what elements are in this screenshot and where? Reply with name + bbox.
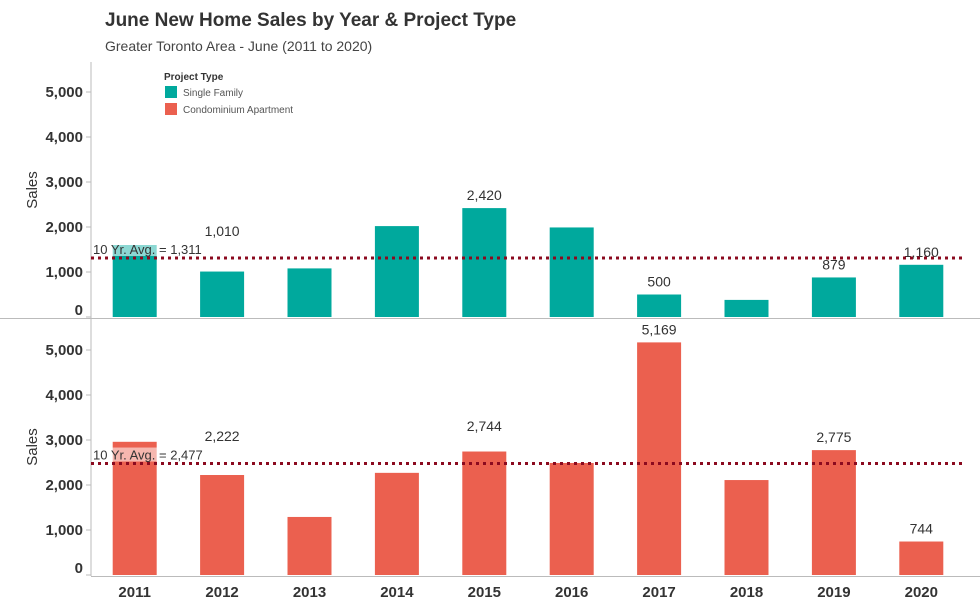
bar-condo-2019 — [811, 450, 856, 575]
average-label-background — [93, 242, 216, 257]
y-tick-label: 0 — [75, 560, 83, 577]
x-tick-label: 2014 — [380, 584, 414, 601]
y-axis-label: Sales — [24, 428, 41, 466]
y-tick-label: 3,000 — [45, 432, 83, 449]
x-tick-label: 2018 — [730, 584, 763, 601]
bar-condo-2020 — [899, 541, 944, 575]
data-label: 879 — [822, 256, 846, 272]
x-tick-label: 2020 — [905, 584, 938, 601]
data-label: 744 — [910, 521, 934, 537]
y-tick-label: 5,000 — [45, 342, 83, 359]
chart-title: June New Home Sales by Year & Project Ty… — [105, 10, 517, 31]
average-label: 10 Yr. Avg. = 2,477 — [93, 448, 203, 463]
bar-sf-2016 — [549, 227, 594, 317]
bar-sf-2014 — [374, 226, 419, 317]
y-tick-label: 1,000 — [45, 264, 83, 281]
bar-sf-2018 — [724, 299, 769, 317]
y-tick-label: 4,000 — [45, 387, 83, 404]
y-tick-label: 0 — [75, 302, 83, 319]
data-label: 2,775 — [816, 429, 851, 445]
bar-condo-2016 — [549, 462, 594, 575]
chart-subtitle: Greater Toronto Area - June (2011 to 202… — [105, 38, 373, 54]
bar-condo-2018 — [724, 480, 769, 575]
bar-condo-2017 — [637, 342, 682, 575]
x-tick-label: 2015 — [468, 584, 501, 601]
x-tick-label: 2012 — [205, 584, 238, 601]
x-tick-label: 2016 — [555, 584, 588, 601]
y-axis-label: Sales — [24, 171, 41, 209]
x-tick-label: 2019 — [817, 584, 850, 601]
y-tick-label: 5,000 — [45, 84, 83, 101]
bar-condo-2013 — [287, 516, 332, 575]
data-label: 1,010 — [205, 223, 240, 239]
y-tick-label: 4,000 — [45, 129, 83, 146]
y-tick-label: 1,000 — [45, 522, 83, 539]
bar-sf-2013 — [287, 268, 332, 317]
bar-condo-2012 — [200, 475, 245, 575]
x-tick-label: 2013 — [293, 584, 326, 601]
y-tick-label: 2,000 — [45, 477, 83, 494]
bar-condo-2014 — [374, 472, 419, 575]
data-label: 1,160 — [904, 244, 939, 260]
data-label: 5,169 — [642, 321, 677, 337]
legend-item-label: Condominium Apartment — [183, 105, 293, 116]
bar-sf-2012 — [200, 271, 245, 317]
data-label: 2,222 — [205, 428, 240, 444]
legend-item-label: Single Family — [183, 88, 243, 99]
x-tick-label: 2017 — [642, 584, 675, 601]
legend-title: Project Type — [164, 72, 224, 83]
bar-sf-2019 — [811, 277, 856, 317]
legend-swatch — [165, 103, 177, 115]
data-label: 2,420 — [467, 187, 502, 203]
data-label: 500 — [647, 274, 671, 290]
x-tick-label: 2011 — [118, 584, 151, 601]
y-tick-label: 3,000 — [45, 174, 83, 191]
average-label: 10 Yr. Avg. = 1,311 — [93, 242, 202, 257]
average-label-background — [93, 447, 216, 462]
data-label: 2,744 — [467, 418, 502, 434]
legend-swatch — [165, 86, 177, 98]
y-tick-label: 2,000 — [45, 219, 83, 236]
bar-sf-2020 — [899, 264, 944, 317]
bar-condo-2015 — [462, 451, 507, 575]
bar-sf-2015 — [462, 208, 507, 317]
bar-sf-2017 — [637, 294, 682, 317]
